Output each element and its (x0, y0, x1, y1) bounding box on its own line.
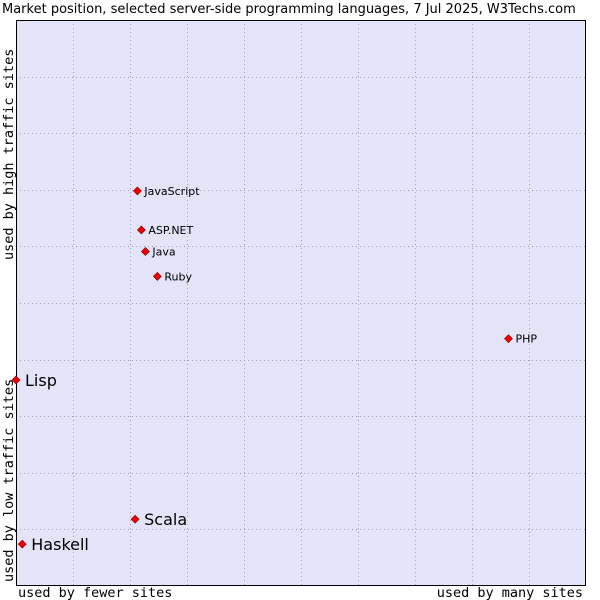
point-java: Java (140, 245, 176, 258)
point-lisp: Lisp (11, 371, 57, 390)
marker-ruby (152, 271, 162, 281)
point-ruby: Ruby (152, 270, 192, 283)
point-javascript: JavaScript (132, 185, 200, 198)
y-axis-label-bottom: used by low traffic sites (1, 379, 17, 582)
label-java: Java (151, 245, 175, 258)
point-haskell: Haskell (17, 535, 89, 554)
label-haskell: Haskell (31, 535, 89, 554)
label-php: PHP (515, 333, 537, 346)
point-php: PHP (504, 333, 537, 346)
marker-lisp (11, 375, 21, 385)
label-javascript: JavaScript (143, 185, 200, 198)
label-asp-net: ASP.NET (148, 224, 193, 237)
plot-border (16, 20, 586, 586)
point-asp-net: ASP.NET (136, 224, 194, 237)
data-points: JavaScript ASP.NET Java Ruby PHP Lisp Scala Has… (11, 185, 537, 554)
marker-asp-net (136, 225, 146, 235)
label-scala: Scala (144, 510, 187, 529)
marker-java (140, 247, 150, 256)
marker-php (504, 334, 513, 344)
label-lisp: Lisp (25, 371, 57, 390)
marker-javascript (132, 186, 142, 196)
point-scala: Scala (130, 510, 187, 529)
label-ruby: Ruby (164, 270, 192, 283)
chart-title: Market position, selected server-side pr… (2, 2, 576, 17)
grid-lines (16, 20, 586, 586)
marker-scala (130, 514, 140, 524)
marker-haskell (17, 539, 27, 549)
y-axis-label-top: used by high traffic sites (1, 49, 17, 260)
x-axis-label-right: used by many sites (437, 585, 583, 600)
x-axis-label-left: used by fewer sites (18, 585, 172, 600)
